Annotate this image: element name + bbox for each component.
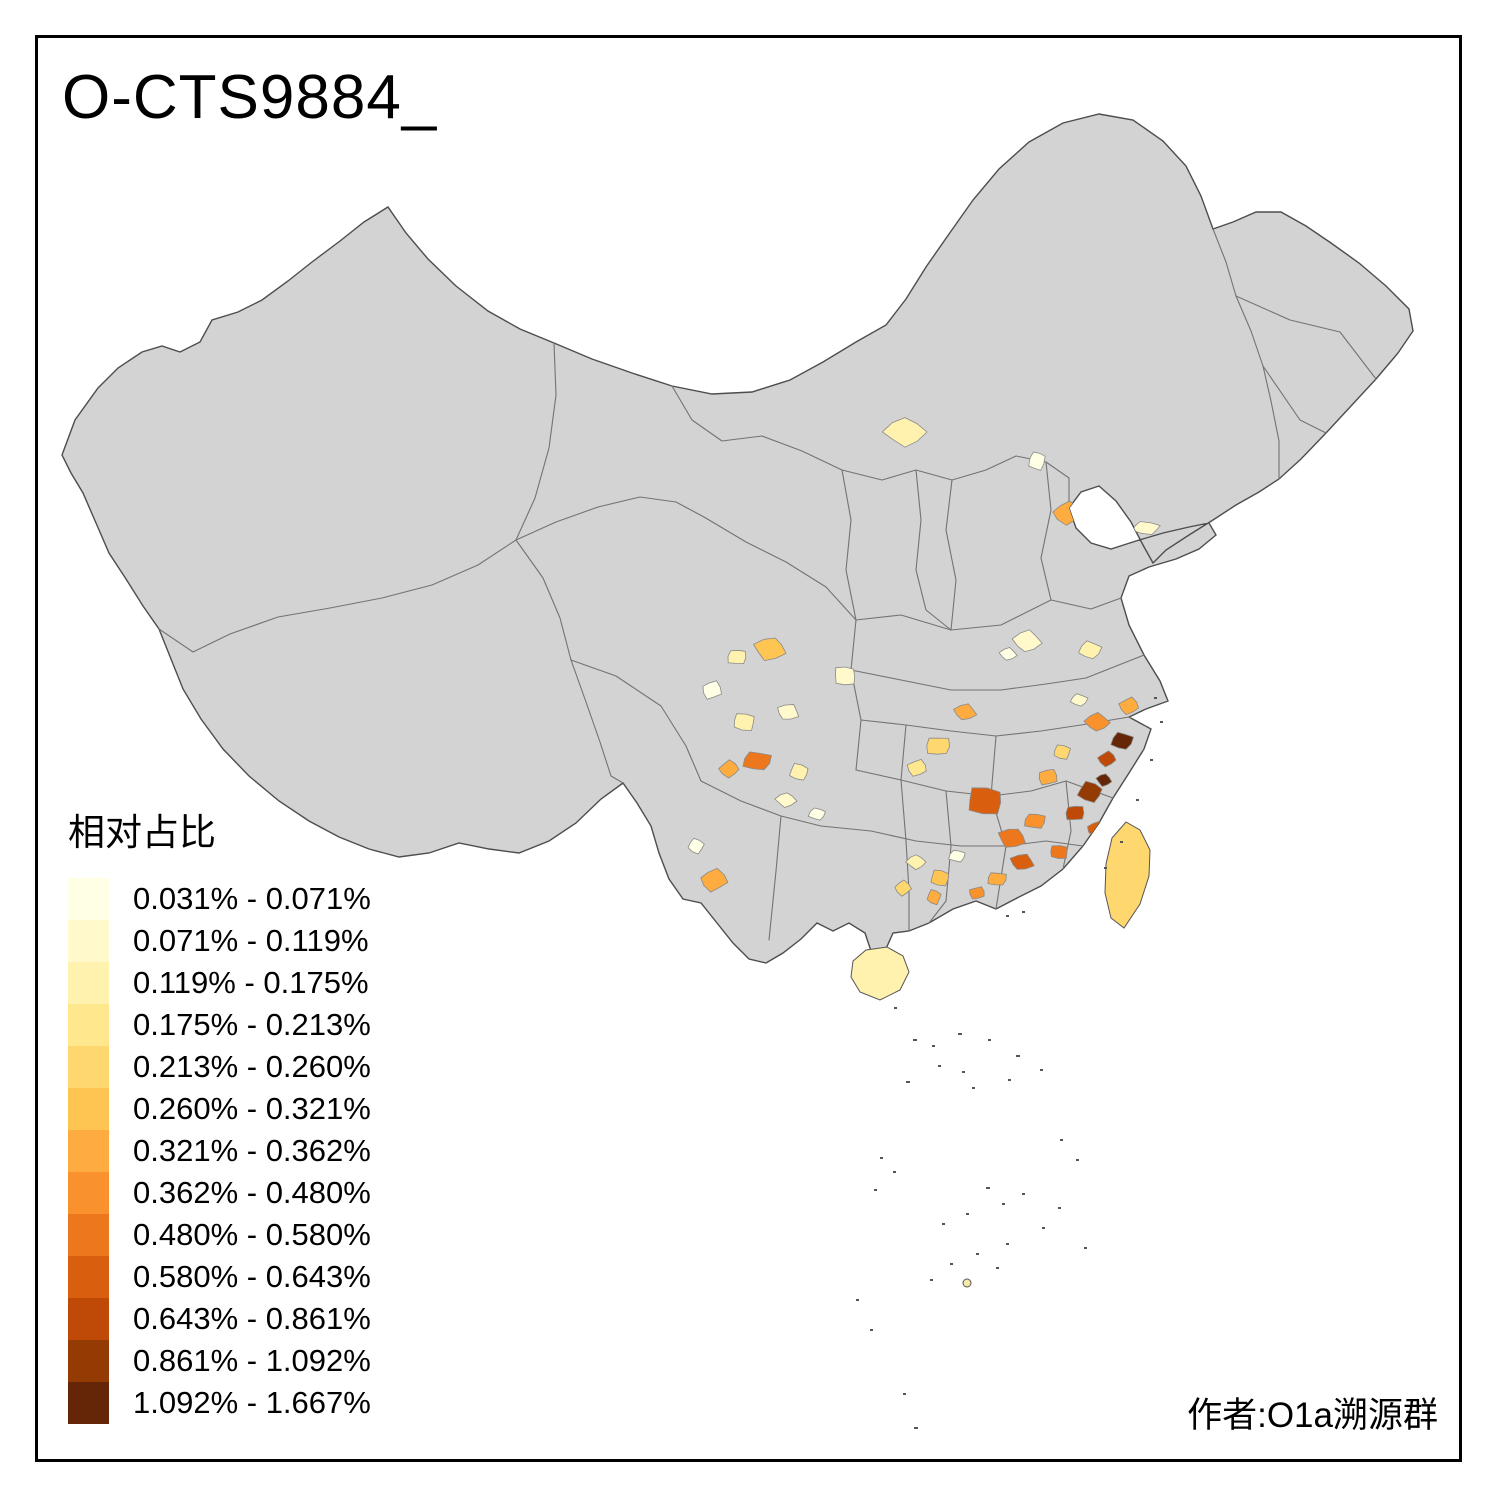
map-region-patch-27: [1038, 768, 1058, 786]
taiwan-island: [1104, 821, 1151, 929]
legend-label: 0.362% - 0.480%: [133, 1175, 371, 1210]
map-region-patch-22: [926, 737, 950, 755]
legend-swatch: [68, 920, 109, 962]
page-title: O-CTS9884_: [62, 63, 438, 132]
legend-label: 0.175% - 0.213%: [133, 1007, 371, 1042]
legend-item: 0.119% - 0.175%: [68, 962, 371, 1004]
map-region-patch-43: [894, 879, 913, 897]
legend-swatch: [68, 1130, 109, 1172]
map-region-patch-18: [807, 807, 827, 821]
map-region-patch-25: [997, 828, 1026, 848]
legend-label: 0.321% - 0.362%: [133, 1133, 371, 1168]
map-region-patch-28: [1053, 744, 1071, 760]
legend-item: 1.092% - 1.667%: [68, 1382, 371, 1424]
legend-swatch: [68, 1172, 109, 1214]
map-region-patch-16: [789, 763, 809, 781]
map-region-patch-38: [987, 872, 1007, 886]
map-region-patch-42: [948, 849, 966, 863]
map-region-patch-40: [930, 869, 950, 887]
map-region-patch-30: [1110, 731, 1135, 750]
map-region-patch-32: [1076, 780, 1103, 803]
map-region-patch-24: [968, 787, 1002, 815]
map-region-patch-45: [998, 647, 1018, 661]
hainan-island: [850, 946, 910, 1001]
map-region-patch-33: [1095, 773, 1113, 787]
legend-label: 0.480% - 0.580%: [133, 1217, 371, 1252]
map-region-patch-21: [952, 703, 978, 721]
map-region-patch-46: [1069, 693, 1089, 707]
map-region-patch-10: [727, 649, 747, 665]
map-region-patch-34: [1065, 805, 1085, 821]
legend-item: 0.321% - 0.362%: [68, 1130, 371, 1172]
map-region-patch-44: [926, 889, 942, 906]
legend-item: 0.031% - 0.071%: [68, 878, 371, 920]
map-region-patch-8: [835, 666, 856, 686]
mainland-outline: [61, 113, 1414, 971]
legend-swatch: [68, 1340, 109, 1382]
legend-swatch: [68, 1004, 109, 1046]
map-region-patch-26: [1024, 813, 1046, 829]
legend-swatch: [68, 1256, 109, 1298]
legend-swatch: [68, 962, 109, 1004]
legend-swatch: [68, 1298, 109, 1340]
itu-aba-island: [962, 1278, 972, 1288]
legend-item: 0.580% - 0.643%: [68, 1256, 371, 1298]
map-region-patch-19: [700, 867, 729, 893]
map-region-patch-36: [1050, 845, 1068, 859]
map-region-patch-6: [1077, 640, 1103, 660]
south-china-sea-islands: [856, 697, 1163, 1429]
map-region-patch-2: [1028, 451, 1046, 471]
map-region-patch-29: [1083, 712, 1112, 732]
map-region-patch-39: [969, 886, 985, 900]
map-region-patch-17: [774, 792, 798, 808]
legend-swatch: [68, 878, 109, 920]
legend-swatch: [68, 1382, 109, 1424]
legend-title: 相对占比: [68, 812, 216, 853]
legend-swatch: [68, 1088, 109, 1130]
map-region-patch-12: [733, 713, 755, 731]
legend-item: 0.643% - 0.861%: [68, 1298, 371, 1340]
legend-item: 0.480% - 0.580%: [68, 1214, 371, 1256]
map-region-patch-1: [881, 417, 928, 448]
map-region-patch-23: [906, 758, 927, 777]
legend-label: 0.071% - 0.119%: [133, 923, 369, 958]
map-region-patch-31: [1097, 750, 1117, 768]
legend: 相对占比 0.031% - 0.071% 0.071% - 0.119% 0.1…: [68, 802, 371, 1424]
map-region-patch-14: [742, 751, 772, 771]
legend-item: 0.071% - 0.119%: [68, 920, 371, 962]
legend-label: 0.861% - 1.092%: [133, 1343, 371, 1378]
map-region-patch-20: [687, 837, 705, 855]
legend-item: 0.260% - 0.321%: [68, 1088, 371, 1130]
legend-label: 1.092% - 1.667%: [133, 1385, 371, 1420]
legend-label: 0.643% - 0.861%: [133, 1301, 371, 1336]
legend-swatch: [68, 1046, 109, 1088]
map-region-patch-13: [777, 704, 800, 720]
legend-label: 0.031% - 0.071%: [133, 881, 371, 916]
map-region-patch-15: [718, 759, 740, 779]
map-region-patch-5: [1011, 629, 1043, 653]
map-region-patch-41: [905, 854, 927, 871]
legend-label: 0.119% - 0.175%: [133, 965, 369, 1000]
legend-swatch: [68, 1214, 109, 1256]
map-region-patch-11: [702, 680, 722, 700]
legend-item: 0.175% - 0.213%: [68, 1004, 371, 1046]
legend-item: 0.861% - 1.092%: [68, 1340, 371, 1382]
legend-item: 0.362% - 0.480%: [68, 1172, 371, 1214]
legend-item: 0.213% - 0.260%: [68, 1046, 371, 1088]
legend-label: 0.213% - 0.260%: [133, 1049, 371, 1084]
map-region-patch-7: [1118, 696, 1140, 716]
legend-label: 0.580% - 0.643%: [133, 1259, 371, 1294]
attribution-text: 作者:O1a溯源群: [1187, 1396, 1438, 1435]
map-region-patch-9: [752, 637, 787, 662]
map-region-patch-4: [1132, 521, 1161, 536]
map-region-patch-37: [1009, 853, 1035, 870]
plot-frame: [35, 35, 1462, 1462]
legend-label: 0.260% - 0.321%: [133, 1091, 371, 1126]
